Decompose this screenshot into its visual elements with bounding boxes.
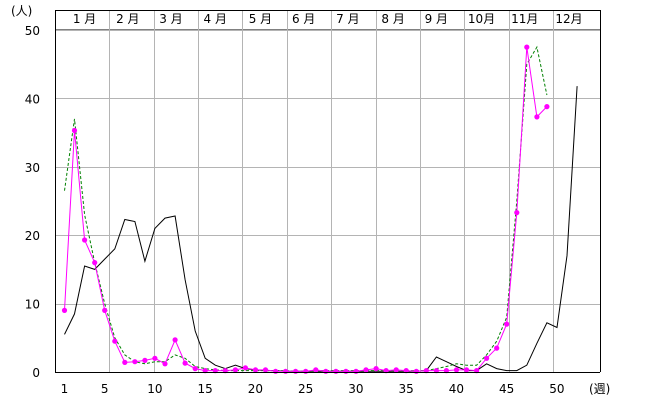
data-point	[112, 338, 118, 344]
y-tick-label: 20	[25, 229, 40, 243]
data-point	[232, 367, 238, 373]
x-tick-label: 5	[101, 382, 109, 396]
data-point	[283, 368, 289, 374]
data-point	[71, 127, 78, 134]
month-label: 4 月	[204, 12, 227, 26]
series-line-3	[64, 47, 548, 372]
x-tick-label: 15	[198, 382, 213, 396]
x-tick-label: 50	[549, 382, 564, 396]
data-point	[393, 367, 399, 373]
data-point	[413, 368, 419, 374]
y-tick-label: 50	[25, 24, 40, 38]
x-tick-label: 35	[399, 382, 414, 396]
series-line-2	[64, 45, 548, 372]
x-axis-label: (週)	[589, 382, 610, 396]
y-tick-label: 40	[25, 92, 40, 106]
data-point	[474, 368, 480, 374]
data-point	[373, 366, 379, 372]
chart-grid	[55, 10, 600, 372]
data-point	[192, 366, 198, 372]
data-point	[172, 337, 178, 343]
data-point	[443, 368, 449, 374]
series-line-1	[64, 86, 578, 372]
data-point	[92, 260, 98, 266]
data-point	[403, 368, 409, 374]
y-tick-label: 30	[25, 161, 40, 175]
x-tick-label: 20	[248, 382, 263, 396]
x-tick-label: 10	[147, 382, 162, 396]
chart-axes	[55, 10, 601, 373]
month-label: 1 月	[73, 12, 96, 26]
data-point	[343, 368, 349, 374]
data-point	[534, 114, 540, 120]
data-point	[363, 367, 369, 373]
data-point	[313, 367, 319, 373]
y-tick-label: 0	[32, 366, 40, 380]
month-label: 12月	[555, 12, 582, 26]
x-tick-label: 45	[499, 382, 514, 396]
data-point	[453, 367, 460, 373]
x-tick-label: 1	[61, 382, 69, 396]
data-point	[273, 368, 279, 374]
data-point	[132, 359, 138, 365]
chart-markers	[61, 44, 550, 374]
data-point	[484, 355, 490, 361]
month-label: 5 月	[249, 12, 272, 26]
data-point	[162, 361, 168, 367]
data-point	[293, 368, 299, 374]
chart-series	[64, 45, 578, 372]
data-point	[433, 368, 439, 374]
month-label: 7 月	[336, 12, 359, 26]
data-point	[262, 367, 269, 373]
data-point	[383, 368, 389, 374]
x-tick-label: 25	[298, 382, 313, 396]
month-label: 9 月	[425, 12, 448, 26]
data-point	[494, 345, 500, 351]
data-point	[242, 365, 248, 371]
data-point	[303, 368, 309, 374]
month-label: 11月	[511, 12, 538, 26]
data-point	[323, 368, 329, 374]
data-point	[82, 237, 88, 243]
month-label: 8 月	[381, 12, 404, 26]
data-point	[504, 321, 510, 327]
month-label: 3 月	[159, 12, 182, 26]
data-point	[212, 368, 218, 374]
data-point	[152, 355, 158, 361]
x-tick-label: 30	[348, 382, 363, 396]
y-tick-label: 10	[25, 298, 40, 312]
data-point	[122, 359, 128, 365]
data-point	[423, 368, 429, 374]
data-point	[252, 367, 259, 373]
y-axis-label: (人)	[11, 4, 32, 18]
data-point	[222, 368, 228, 374]
data-point	[353, 368, 359, 374]
data-point	[514, 210, 520, 216]
month-labels: 1 月 2 月 3 月 4 月 5 月 6 月 7 月 8 月 9 月 10月 11月 12月	[73, 12, 583, 26]
data-point	[544, 104, 550, 110]
month-label: 2 月	[116, 12, 139, 26]
data-point	[182, 360, 188, 366]
data-point	[463, 367, 470, 373]
data-point	[61, 307, 68, 313]
x-tick-label: 40	[449, 382, 464, 396]
month-label: 6 月	[292, 12, 315, 26]
month-label: 10月	[468, 12, 495, 26]
data-point	[102, 307, 108, 313]
data-point	[333, 368, 339, 374]
data-point	[202, 368, 208, 374]
data-point	[142, 357, 148, 363]
data-point	[524, 44, 530, 50]
